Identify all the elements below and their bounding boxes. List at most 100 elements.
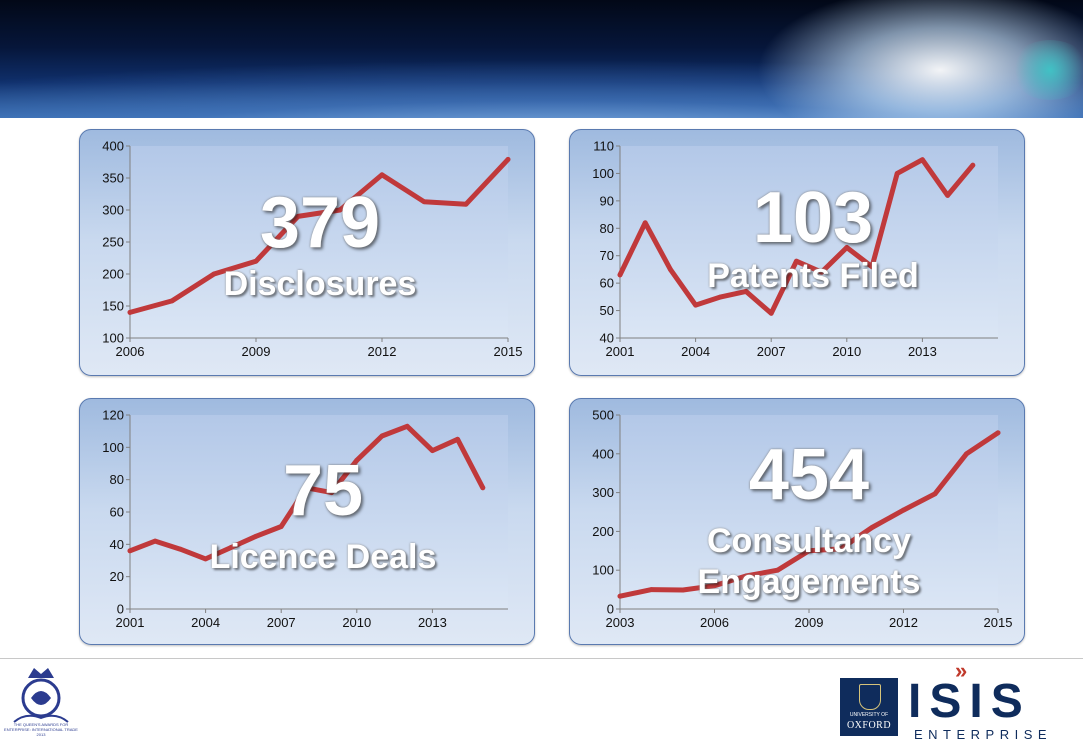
data-point <box>253 258 259 264</box>
x-tick-label: 2001 <box>116 615 145 630</box>
chart-panel-patents-filed: 40 50 60 70 80 90 100 110 2001 2004 2007 2010 2013 1… <box>569 129 1025 376</box>
licence-deals-chart: 0 20 40 60 80 100 120 2001 2004 2007 2010 2013 <box>102 408 508 630</box>
data-point <box>253 533 259 539</box>
x-tick-label: 2012 <box>889 615 918 630</box>
licence-deals-caption: Licence Deals <box>209 538 437 576</box>
data-point <box>354 457 360 463</box>
disclosures-chart: 100 150 200 250 300 350 400 2006 2009 2012 2015 <box>102 139 523 360</box>
queens-award-text: THE QUEEN'S AWARDS FOR ENTERPRISE: INTER… <box>4 722 78 737</box>
data-point <box>920 157 925 163</box>
data-point <box>743 573 749 579</box>
x-tick-label: 2009 <box>795 615 824 630</box>
x-tick-label: 2015 <box>984 615 1013 630</box>
data-point <box>127 548 133 554</box>
data-point <box>945 192 950 198</box>
data-point <box>617 593 623 599</box>
x-tick-label: 2010 <box>342 615 371 630</box>
data-point <box>329 490 334 495</box>
licence-deals-total: 75 <box>282 451 364 531</box>
data-point <box>869 264 875 270</box>
data-point <box>505 157 511 162</box>
y-tick-label: 40 <box>600 331 614 346</box>
consultancy-engagements-chart: 0 100 200 300 400 500 2003 2006 2009 2012 2015 <box>592 408 1013 631</box>
oxford-logo-line1: UNIVERSITY OF <box>849 712 889 718</box>
data-point <box>995 430 1001 436</box>
isis-logo-wordmark: ISIS <box>908 675 1031 728</box>
x-tick-label: 2013 <box>418 615 447 630</box>
series-line <box>127 156 511 315</box>
chart-panel-consultancy-engagements: 0 100 200 300 400 500 2003 2006 2009 2012 2015 454… <box>569 398 1025 645</box>
data-point <box>642 220 648 226</box>
disclosures-caption: Disclosures <box>223 265 417 303</box>
y-tick-label: 0 <box>607 602 614 617</box>
y-tick-label: 80 <box>110 472 124 487</box>
x-tick-label: 2004 <box>681 344 710 359</box>
x-tick-label: 2003 <box>606 615 635 630</box>
oxford-crest-icon <box>859 684 881 710</box>
data-point <box>794 258 799 264</box>
data-point <box>743 288 749 294</box>
chart-panel-licence-deals: 0 20 40 60 80 100 120 2001 2004 2007 2010 2013 75 L… <box>79 398 535 645</box>
data-point <box>480 485 486 491</box>
data-point <box>712 583 717 589</box>
x-tick-label: 2007 <box>757 344 786 359</box>
data-point <box>463 201 469 207</box>
footer-divider <box>0 658 1083 659</box>
data-point <box>869 525 875 530</box>
data-point <box>455 436 460 442</box>
data-point <box>932 491 938 497</box>
plot-area <box>620 415 998 609</box>
data-point <box>901 507 906 513</box>
y-tick-label: 0 <box>117 602 124 617</box>
consultancy-caption-line2: Engagements <box>697 563 921 601</box>
y-tick-label: 60 <box>600 276 614 291</box>
consultancy-caption-line1: Consultancy <box>706 522 912 560</box>
y-tick-label: 100 <box>592 563 614 578</box>
banner-glow <box>1010 40 1083 100</box>
x-tick-label: 2001 <box>606 344 635 359</box>
x-tick-label: 2012 <box>368 344 397 359</box>
y-tick-label: 500 <box>592 408 614 423</box>
x-tick-label: 2006 <box>116 344 145 359</box>
y-tick-label: 100 <box>102 440 124 455</box>
data-point <box>649 587 654 592</box>
data-point <box>379 172 385 178</box>
y-tick-label: 150 <box>102 299 124 314</box>
header-banner-image <box>0 0 1083 118</box>
x-tick-label: 2015 <box>494 344 523 359</box>
y-tick-label: 90 <box>600 193 614 208</box>
data-point <box>680 587 686 593</box>
data-point <box>617 272 623 278</box>
y-tick-label: 50 <box>600 303 614 318</box>
patents-filed-chart: 40 50 60 70 80 90 100 110 2001 2004 2007 2010 2013 <box>592 139 998 359</box>
data-point <box>278 524 284 529</box>
y-tick-label: 20 <box>110 569 124 584</box>
x-tick-label: 2007 <box>267 615 296 630</box>
y-tick-label: 100 <box>102 331 124 346</box>
data-point <box>211 271 217 277</box>
data-point <box>693 302 698 308</box>
data-point <box>964 451 969 457</box>
consultancy-total: 454 <box>748 435 870 515</box>
y-tick-label: 120 <box>102 408 124 423</box>
isis-enterprise-wordmark: ENTERPRISE <box>914 727 1053 742</box>
y-tick-label: 400 <box>592 446 614 461</box>
y-tick-label: 200 <box>592 524 614 539</box>
data-point <box>970 162 976 168</box>
y-tick-label: 350 <box>102 171 124 186</box>
patents-filed-total: 103 <box>752 178 874 258</box>
data-point <box>228 545 234 550</box>
data-point <box>430 448 435 453</box>
plot-area <box>130 146 508 338</box>
data-point <box>838 546 843 552</box>
data-point <box>421 199 427 205</box>
data-point <box>304 485 309 491</box>
data-point <box>337 207 343 213</box>
data-point <box>768 310 774 316</box>
data-point <box>894 171 900 176</box>
x-tick-label: 2004 <box>191 615 220 630</box>
patents-filed-caption: Patents Filed <box>707 257 919 295</box>
queens-award-logo <box>6 664 76 748</box>
x-tick-label: 2006 <box>700 615 729 630</box>
y-tick-label: 250 <box>102 235 124 250</box>
